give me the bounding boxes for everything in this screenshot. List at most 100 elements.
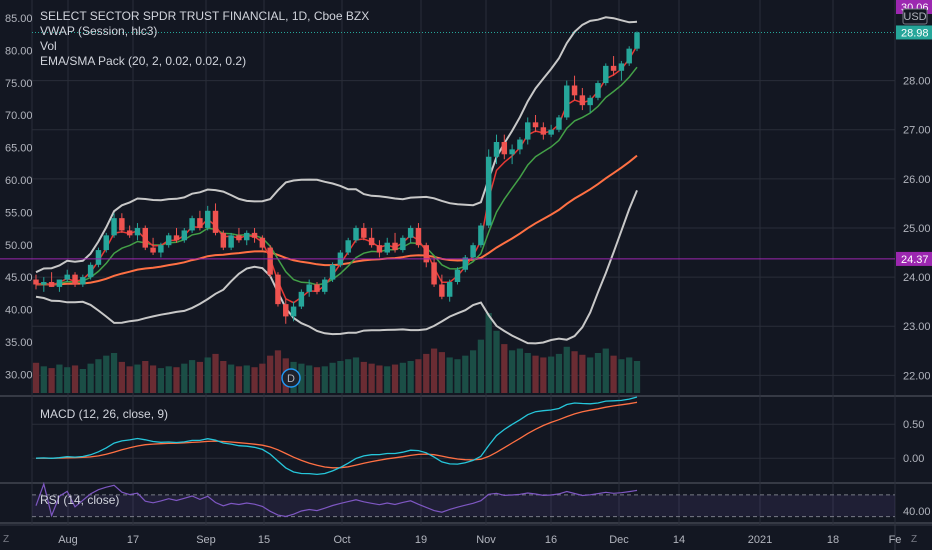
rsi-title[interactable]: RSI (14, close) <box>40 493 120 507</box>
volume-bar-77 <box>633 361 641 393</box>
candle-body-22 <box>204 210 211 228</box>
candle-body-28 <box>251 232 258 238</box>
x-tick-label-9: 14 <box>673 534 685 546</box>
volume-bar-12 <box>126 366 133 393</box>
volume-bar-34 <box>298 363 305 393</box>
volume-bar-21 <box>196 361 204 393</box>
candle-body-61 <box>509 149 515 155</box>
candle-body-35 <box>306 284 312 292</box>
candle-body-65 <box>540 127 547 135</box>
price-tag-2: 28.98 <box>901 27 929 39</box>
left-tick-label-5: 60.00 <box>5 175 33 187</box>
volume-bar-3 <box>56 364 63 393</box>
volume-bar-30 <box>267 355 274 393</box>
volume-bar-49 <box>415 359 422 393</box>
candle-body-46 <box>392 242 398 251</box>
candle-body-76 <box>626 48 632 64</box>
volume-bar-68 <box>563 346 570 393</box>
candle-body-20 <box>189 218 195 231</box>
price-tag-bg-3 <box>896 251 932 266</box>
candle-body-54 <box>454 269 461 283</box>
volume-bar-47 <box>399 362 406 393</box>
candle-body-70 <box>579 95 586 106</box>
volume-bar-5 <box>71 365 79 393</box>
corner-label-right[interactable]: Z <box>911 534 918 545</box>
x-tick-label-1: 17 <box>127 534 139 546</box>
volume-bar-69 <box>571 351 578 393</box>
candle-body-17 <box>165 235 172 246</box>
candle-body-66 <box>548 129 554 135</box>
volume-bar-29 <box>259 363 266 393</box>
candle-body-2 <box>48 282 55 287</box>
symbol-title[interactable]: SELECT SECTOR SPDR TRUST FINANCIAL, 1D, … <box>40 9 370 23</box>
volume-bar-56 <box>469 350 477 393</box>
volume-bar-26 <box>235 366 243 393</box>
candle-body-24 <box>220 232 227 248</box>
indicator-ema-sma-label[interactable]: EMA/SMA Pack (20, 2, 0.02, 0.02, 0.2) <box>40 54 247 68</box>
volume-bar-9 <box>103 355 110 393</box>
volume-bar-50 <box>423 353 430 393</box>
volume-bar-6 <box>79 369 86 393</box>
volume-bar-44 <box>376 365 383 393</box>
candle-body-57 <box>478 225 484 246</box>
currency-badge-label: USD <box>903 11 926 23</box>
volume-bar-58 <box>485 313 492 393</box>
right-tick-label-2: 26.00 <box>903 174 931 186</box>
left-tick-label-8: 45.00 <box>5 272 33 284</box>
volume-bar-7 <box>87 363 94 393</box>
candle-body-67 <box>556 117 562 130</box>
candle-body-52 <box>439 284 445 297</box>
price-tag-bg-2 <box>896 25 932 40</box>
candle-body-42 <box>361 227 367 238</box>
volume-bar-23 <box>212 353 219 393</box>
indicator-vwap-label[interactable]: VWAP (Session, hlc3) <box>40 24 158 38</box>
left-tick-label-2: 75.00 <box>5 78 33 90</box>
candle-body-12 <box>126 230 133 236</box>
x-tick-label-5: 19 <box>415 534 427 546</box>
candle-body-11 <box>119 218 125 231</box>
sma-orange-line <box>35 154 638 286</box>
volume-bar-18 <box>173 367 180 393</box>
bollinger-upper-line <box>35 16 638 274</box>
candle-body-40 <box>345 240 351 253</box>
macd-signal-line <box>35 401 638 469</box>
candle-body-58 <box>485 156 492 226</box>
volume-bar-25 <box>228 364 235 393</box>
volume-bar-35 <box>306 365 313 393</box>
candle-body-10 <box>111 218 117 236</box>
rsi-legend: RSI (14, close) <box>40 493 119 508</box>
volume-bar-65 <box>540 357 547 393</box>
volume-bar-19 <box>181 363 188 393</box>
left-tick-label-10: 35.00 <box>5 337 33 349</box>
candle-body-41 <box>353 227 359 241</box>
candle-body-9 <box>103 235 109 251</box>
candle-body-30 <box>267 247 273 275</box>
x-tick-label-7: 16 <box>545 534 557 546</box>
candle-body-62 <box>517 139 523 150</box>
volume-bar-36 <box>313 367 321 393</box>
volume-bar-63 <box>524 353 531 393</box>
volume-bar-54 <box>454 359 461 393</box>
x-tick-label-2: Sep <box>196 534 216 546</box>
volume-bar-17 <box>165 366 172 393</box>
candle-body-43 <box>368 237 375 246</box>
macd-title[interactable]: MACD (12, 26, close, 9) <box>40 407 169 421</box>
candle-body-21 <box>197 218 203 228</box>
x-tick-label-6: Nov <box>476 534 496 546</box>
candle-body-1 <box>41 282 47 285</box>
corner-label-left[interactable]: Z <box>3 534 10 545</box>
x-tick-label-11: 18 <box>827 534 839 546</box>
volume-bar-38 <box>329 362 336 393</box>
left-tick-label-1: 80.00 <box>5 45 33 57</box>
candle-body-48 <box>407 227 414 238</box>
volume-bar-45 <box>384 366 391 393</box>
indicator-vol-label[interactable]: Vol <box>40 39 57 53</box>
right-tick-label-1: 27.00 <box>903 125 931 137</box>
candle-body-44 <box>376 245 383 253</box>
rsi-tick-label-0: 40.00 <box>903 506 931 518</box>
x-tick-label-3: 15 <box>258 534 270 546</box>
volume-bar-4 <box>64 367 71 393</box>
